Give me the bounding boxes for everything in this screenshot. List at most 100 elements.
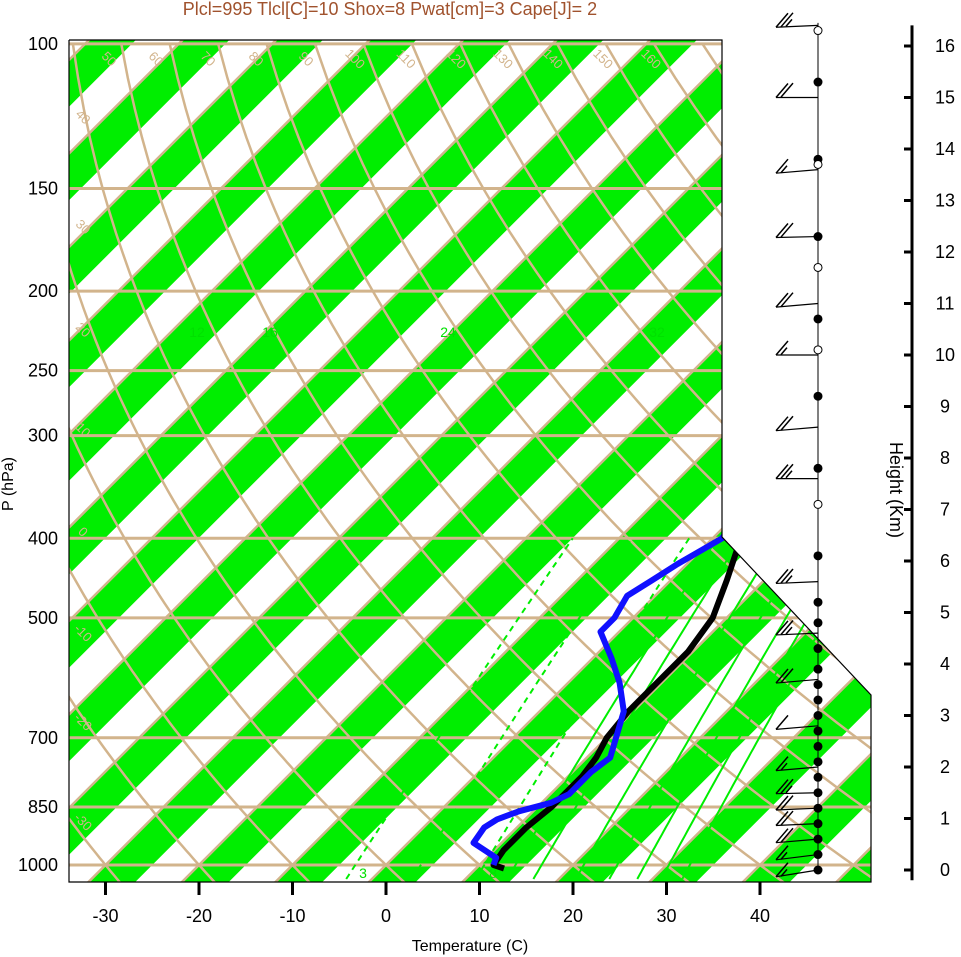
wind-barb-half-flag [785,575,793,584]
x-axis: -30 -20 -10 0 10 20 30 40 [92,882,770,926]
wind-barb-flag [780,463,794,479]
dry-adiabat-line [701,43,871,882]
mixing-ratio-label: 8 [489,865,497,881]
wind-barb-half-flag [785,785,793,794]
height-tick-label: 4 [940,654,950,674]
mixing-ratio-label: 16 [262,324,278,340]
wind-barb-half-flag [780,762,788,771]
isotherm-label: 20 [790,587,818,615]
isotherm-line [69,40,479,882]
y-tick-label: 150 [28,178,58,198]
wind-barb-flag [780,568,794,584]
y-tick-label: 700 [28,728,58,748]
wind-barb-flag [775,714,789,730]
height-tick-label: 13 [935,191,955,211]
wind-barb-flag [775,779,789,795]
x-tick-label: 0 [381,906,391,926]
y-tick-label: 250 [28,361,58,381]
wind-level-dot [813,314,823,324]
wind-barb [775,222,819,239]
wind-level-open-dot [813,345,823,355]
wind-barb-flag [775,845,789,861]
wind-barb-shaft [775,766,819,772]
y-tick-label: 500 [28,608,58,628]
wind-level-dot [813,391,823,401]
height-tick-label: 15 [935,88,955,108]
wind-barb-half-flag [785,470,793,479]
wind-level-dot [813,711,823,720]
wind-barb-flag [775,416,789,432]
isotherm-line [177,40,871,882]
isotherm-line [69,40,666,882]
wind-barb-flag [775,668,789,684]
wind-barb-flag [780,82,794,98]
wind-barb-flag [780,620,794,636]
moist-band [69,40,712,882]
wind-barb [775,795,819,811]
wind-barb [775,827,819,844]
height-tick-label: 8 [940,448,950,468]
wind-level-dot [813,680,823,690]
wind-barb [775,12,819,28]
wind-barb-flag [780,415,794,431]
y-tick-label: 1000 [18,855,58,875]
wind-level-dot [813,618,823,628]
wind-barb-flag [775,222,789,238]
moist-band [458,40,871,882]
plot-border [68,39,872,883]
chart-title: Plcl=995 Tlcl[C]=10 Shox=8 Pwat[cm]=3 Ca… [183,0,597,19]
isotherm-line [644,40,871,882]
isotherm-line [270,40,871,882]
wind-barb-half-flag [785,18,793,27]
x-tick-label: -20 [186,906,212,926]
dry-adiabat-line [120,43,695,882]
moist-adiabat-bands [0,26,871,886]
isotherm-line [69,40,292,882]
wind-level-open-dot [813,159,823,169]
wind-barb-flag [775,828,789,844]
mixing-ratio-label: 3 [359,865,367,881]
wind-profile [775,12,823,878]
y-axis-title: P (hPa) [0,457,17,511]
x-tick-label: -10 [279,906,305,926]
y-tick-label: 200 [28,281,58,301]
mixing-ratio-line [411,537,633,880]
wind-barb [775,810,819,827]
wind-barb-flag [775,158,789,174]
isotherm-label: 40 [73,106,94,127]
wind-level-dot [813,726,823,736]
height-tick-label: 0 [940,860,950,880]
height-tick-label: 9 [940,397,950,417]
moist-band [69,40,525,882]
wind-barb-shaft [775,725,819,730]
y-tick-label: 850 [28,797,58,817]
height-tick-label: 11 [936,294,955,314]
moist-band [0,26,57,886]
moist-band [552,40,871,882]
height-tick-label: 5 [940,603,950,623]
x-axis-title: Temperature (C) [412,938,528,955]
height-tick-label: 16 [935,36,955,56]
wind-barb-flag [780,795,794,811]
height-tick-label: 12 [935,242,955,262]
wind-barb-shaft [775,632,819,636]
wind-level-dot [813,772,823,782]
dry-adiabat-line [313,43,871,882]
wind-barb-flag [780,827,794,843]
wind-level-dot [813,644,823,654]
isotherm-label: 20 [719,232,747,260]
height-tick-label: 10 [935,345,955,365]
dry-adiabat-line [69,43,219,882]
dry-adiabat-line [265,43,871,882]
wind-barb [775,463,818,480]
height-tick-label: 3 [940,706,950,726]
wind-barb-flag [780,668,794,684]
height-tick-label: 7 [940,500,950,520]
wind-barb-half-flag [780,347,788,356]
wind-barb-flag [775,620,789,636]
wind-level-dot [813,463,823,473]
dry-adiabat-line [69,43,314,882]
dry-adiabat-line [216,43,871,882]
wind-barb-shaft [775,792,819,795]
wind-level-dot [813,757,823,767]
